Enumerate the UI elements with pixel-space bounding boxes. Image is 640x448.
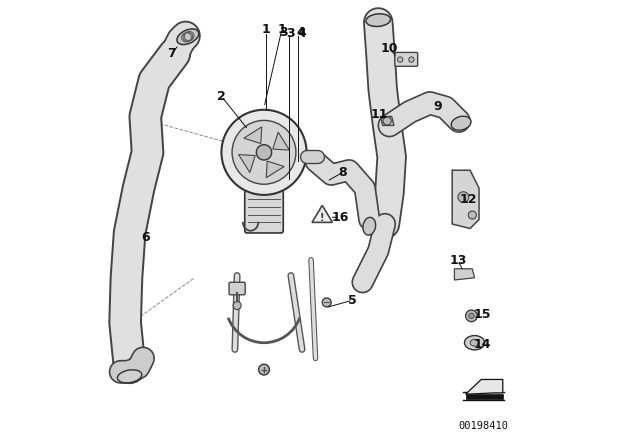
Polygon shape bbox=[266, 161, 284, 178]
Polygon shape bbox=[239, 155, 255, 172]
Text: 7: 7 bbox=[167, 47, 175, 60]
Text: 2: 2 bbox=[217, 90, 226, 103]
Text: 10: 10 bbox=[381, 42, 398, 55]
Ellipse shape bbox=[451, 116, 471, 130]
Polygon shape bbox=[273, 132, 289, 150]
Polygon shape bbox=[244, 127, 262, 143]
Text: 13: 13 bbox=[449, 254, 467, 267]
Text: 1: 1 bbox=[278, 22, 286, 36]
Polygon shape bbox=[312, 205, 332, 222]
Circle shape bbox=[468, 313, 474, 319]
Text: 11: 11 bbox=[371, 108, 388, 121]
Polygon shape bbox=[466, 394, 503, 399]
FancyBboxPatch shape bbox=[395, 52, 418, 66]
Ellipse shape bbox=[117, 370, 142, 383]
Text: 4: 4 bbox=[298, 27, 307, 40]
Circle shape bbox=[397, 57, 403, 62]
Circle shape bbox=[323, 298, 332, 307]
Circle shape bbox=[221, 110, 307, 195]
Text: 9: 9 bbox=[433, 100, 442, 113]
Ellipse shape bbox=[470, 340, 479, 346]
Text: 3: 3 bbox=[279, 26, 287, 39]
Ellipse shape bbox=[465, 336, 484, 350]
Ellipse shape bbox=[177, 29, 199, 44]
Polygon shape bbox=[466, 379, 503, 394]
Text: 1: 1 bbox=[262, 22, 271, 36]
Circle shape bbox=[468, 211, 476, 219]
Text: 15: 15 bbox=[474, 308, 491, 321]
Ellipse shape bbox=[363, 217, 376, 235]
Circle shape bbox=[458, 192, 468, 202]
Text: !: ! bbox=[320, 213, 324, 223]
Text: 6: 6 bbox=[141, 231, 150, 244]
FancyBboxPatch shape bbox=[244, 190, 284, 233]
Text: 00198410: 00198410 bbox=[458, 422, 509, 431]
Text: 8: 8 bbox=[338, 166, 347, 179]
Circle shape bbox=[409, 57, 414, 62]
Polygon shape bbox=[452, 170, 479, 228]
FancyBboxPatch shape bbox=[229, 282, 245, 295]
Text: 5: 5 bbox=[348, 293, 357, 307]
Circle shape bbox=[466, 310, 477, 322]
Text: 3: 3 bbox=[287, 27, 295, 40]
Text: 16: 16 bbox=[332, 211, 349, 224]
Text: 12: 12 bbox=[460, 193, 477, 206]
Text: 14: 14 bbox=[474, 337, 491, 351]
Circle shape bbox=[259, 364, 269, 375]
Circle shape bbox=[257, 145, 271, 160]
Polygon shape bbox=[454, 269, 475, 280]
Polygon shape bbox=[380, 116, 394, 125]
Text: 4: 4 bbox=[297, 26, 305, 39]
Circle shape bbox=[233, 302, 241, 310]
Circle shape bbox=[232, 121, 296, 184]
Circle shape bbox=[383, 117, 391, 125]
Ellipse shape bbox=[366, 14, 390, 26]
